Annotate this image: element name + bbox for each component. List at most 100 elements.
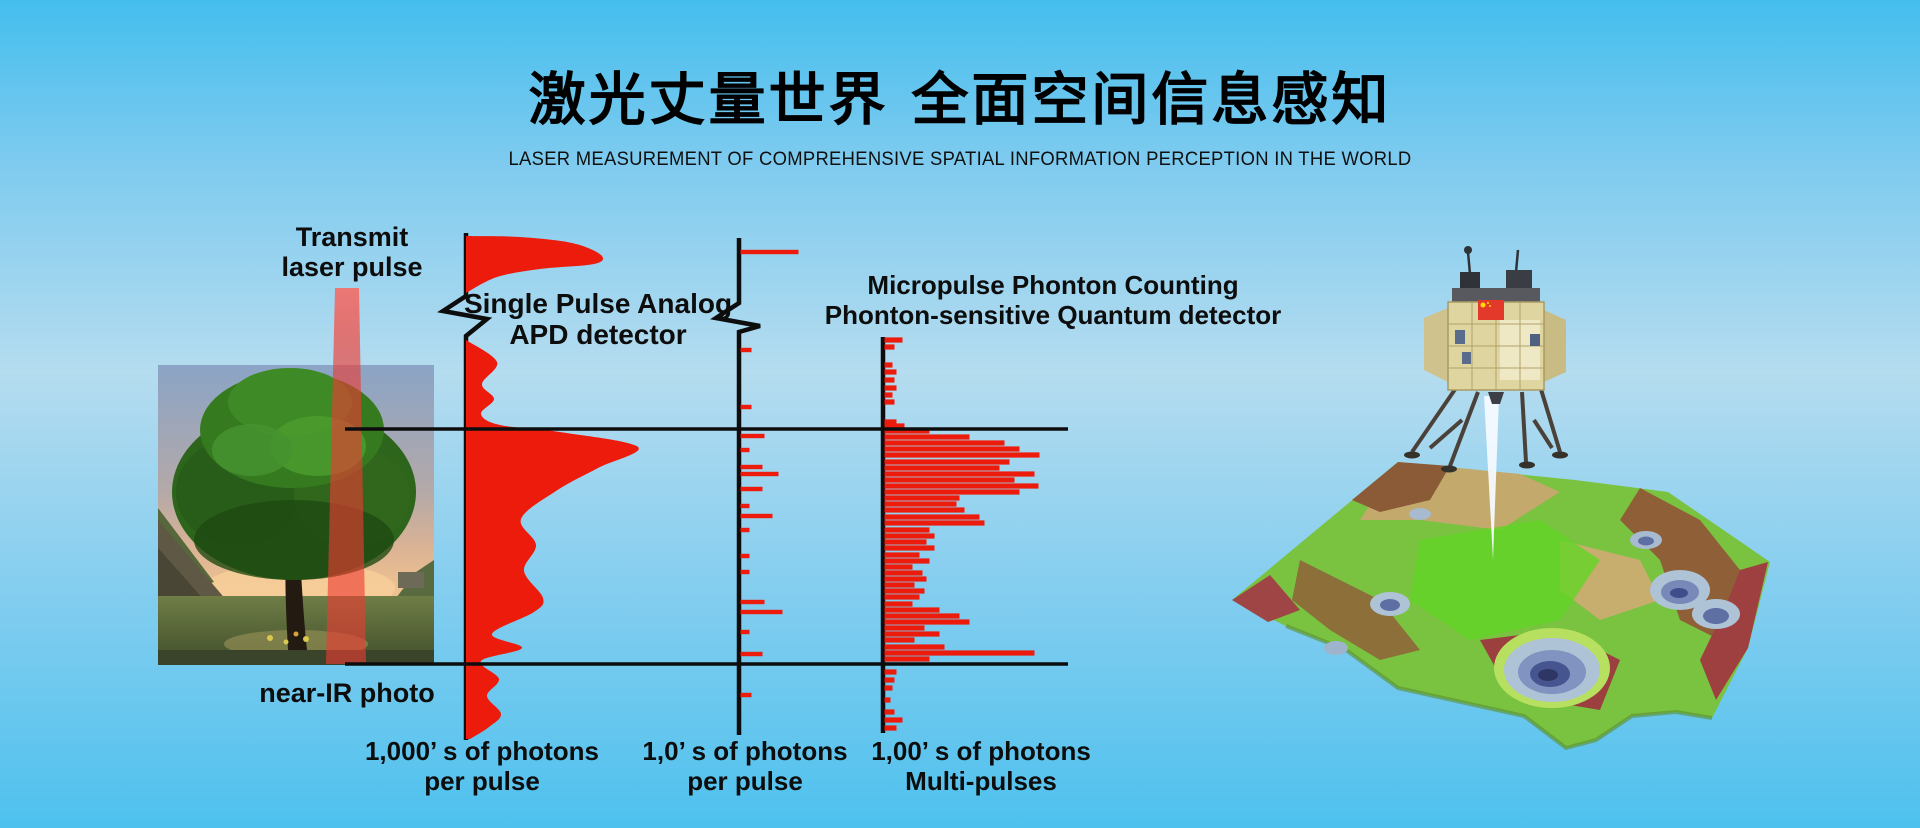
photon-bar bbox=[884, 625, 925, 631]
photon-bar bbox=[740, 433, 765, 439]
photon-bar bbox=[884, 471, 1035, 477]
apd-waveform-fill bbox=[466, 236, 604, 293]
photon-bar bbox=[884, 495, 960, 501]
lander-legs bbox=[1410, 385, 1562, 467]
photon-bar bbox=[884, 452, 1040, 458]
photon-bar bbox=[740, 569, 750, 575]
photon-bar bbox=[740, 471, 779, 477]
photon-bar bbox=[884, 419, 897, 425]
canopy-and-ground-reference-lines bbox=[345, 427, 1068, 666]
photon-bar bbox=[884, 582, 915, 588]
photon-bar bbox=[740, 609, 783, 615]
photon-bar bbox=[740, 404, 752, 410]
photon-bar bbox=[884, 576, 927, 582]
photon-bar bbox=[884, 725, 897, 731]
apd-waveform-fill bbox=[466, 340, 639, 739]
photon-bar bbox=[884, 446, 1020, 452]
photon-bar bbox=[884, 465, 1000, 471]
photon-bar bbox=[884, 685, 893, 691]
photon-bar bbox=[884, 483, 1039, 489]
photon-bar bbox=[740, 447, 750, 453]
crater-big bbox=[1494, 628, 1610, 708]
descent-beam bbox=[1484, 396, 1499, 560]
photon-bar bbox=[740, 651, 763, 657]
photon-bar bbox=[884, 362, 893, 368]
laser-beam bbox=[326, 288, 366, 664]
apd-detector-label: Single Pulse Analog APD detector bbox=[463, 288, 733, 351]
header: 激光丈量世界 全面空间信息感知 LASER MEASUREMENT OF COM… bbox=[0, 54, 1920, 171]
photon-bar bbox=[884, 717, 903, 723]
photon-bar bbox=[884, 440, 1005, 446]
lander-body bbox=[1424, 246, 1566, 404]
photon-bar bbox=[884, 709, 895, 715]
photons-per-pulse-label-2: 1,0’ s of photons per pulse bbox=[642, 736, 848, 796]
photon-bar bbox=[884, 545, 935, 551]
photon-bar bbox=[740, 513, 773, 519]
photon-bar bbox=[884, 369, 897, 375]
page-subtitle: LASER MEASUREMENT OF COMPREHENSIVE SPATI… bbox=[508, 149, 1412, 170]
photon-bar bbox=[884, 677, 895, 683]
photon-bar bbox=[884, 669, 897, 675]
photon-bar bbox=[884, 637, 915, 643]
photon-bar bbox=[884, 539, 927, 545]
photon-bar bbox=[884, 423, 905, 429]
photon-bar bbox=[884, 564, 913, 570]
photon-bar bbox=[884, 613, 960, 619]
photon-bar bbox=[884, 650, 1035, 656]
crater-group-left bbox=[1324, 508, 1431, 655]
transmit-laser-pulse-label: Transmit laser pulse bbox=[281, 222, 423, 283]
photon-bar bbox=[740, 527, 750, 533]
photon-bar bbox=[740, 553, 750, 559]
near-ir-photo-label: near-IR photo bbox=[259, 678, 435, 708]
photon-bar bbox=[884, 533, 935, 539]
photon-bar bbox=[884, 631, 940, 637]
photon-bar bbox=[884, 477, 1015, 483]
photon-bar bbox=[884, 607, 940, 613]
photons-multi-pulses-label: 1,00’ s of photons Multi-pulses bbox=[871, 736, 1091, 796]
photon-bar bbox=[884, 337, 903, 343]
photon-bar bbox=[884, 594, 920, 600]
detector-plots bbox=[437, 233, 1040, 740]
photon-bar bbox=[740, 599, 765, 605]
photon-bar bbox=[884, 552, 920, 558]
photon-bar bbox=[884, 399, 895, 405]
photon-bar bbox=[740, 464, 763, 470]
photon-bar bbox=[884, 385, 897, 391]
page-title: 激光丈量世界 全面空间信息感知 bbox=[528, 67, 1392, 133]
photon-bar bbox=[884, 392, 893, 398]
photon-bar bbox=[740, 692, 752, 698]
photon-bar bbox=[884, 520, 985, 526]
photon-bar bbox=[884, 434, 970, 440]
photon-bar bbox=[884, 558, 930, 564]
photon-bar bbox=[884, 459, 1010, 465]
photons-per-pulse-label-1: 1,000’ s of photons per pulse bbox=[364, 736, 600, 796]
photon-bar bbox=[884, 507, 965, 513]
crater-group-right bbox=[1630, 531, 1740, 629]
axis-1 bbox=[710, 238, 761, 735]
photon-bar bbox=[740, 249, 799, 255]
photon-bar bbox=[884, 377, 895, 383]
photon-bar bbox=[884, 527, 930, 533]
photon-bar bbox=[884, 514, 980, 520]
photon-bar bbox=[884, 344, 895, 350]
lander-terrain-illustration bbox=[1232, 246, 1770, 751]
photon-bar bbox=[884, 644, 945, 650]
near-ir-photo-image bbox=[158, 365, 434, 665]
photon-bar bbox=[884, 656, 930, 662]
photon-bar bbox=[884, 428, 930, 434]
photon-bar bbox=[740, 486, 763, 492]
china-flag bbox=[1478, 300, 1504, 320]
photon-bar bbox=[740, 347, 752, 353]
photon-bar bbox=[884, 619, 970, 625]
photon-bar bbox=[884, 601, 913, 607]
photon-bar bbox=[740, 503, 750, 509]
photon-bar bbox=[884, 489, 1020, 495]
photon-bar bbox=[884, 501, 957, 507]
photon-bar bbox=[740, 629, 750, 635]
photon-bar bbox=[884, 588, 925, 594]
photon-bar bbox=[884, 697, 891, 703]
photon-bar bbox=[884, 570, 923, 576]
quantum-detector-label: Micropulse Phonton Counting Phonton-sens… bbox=[824, 270, 1282, 330]
